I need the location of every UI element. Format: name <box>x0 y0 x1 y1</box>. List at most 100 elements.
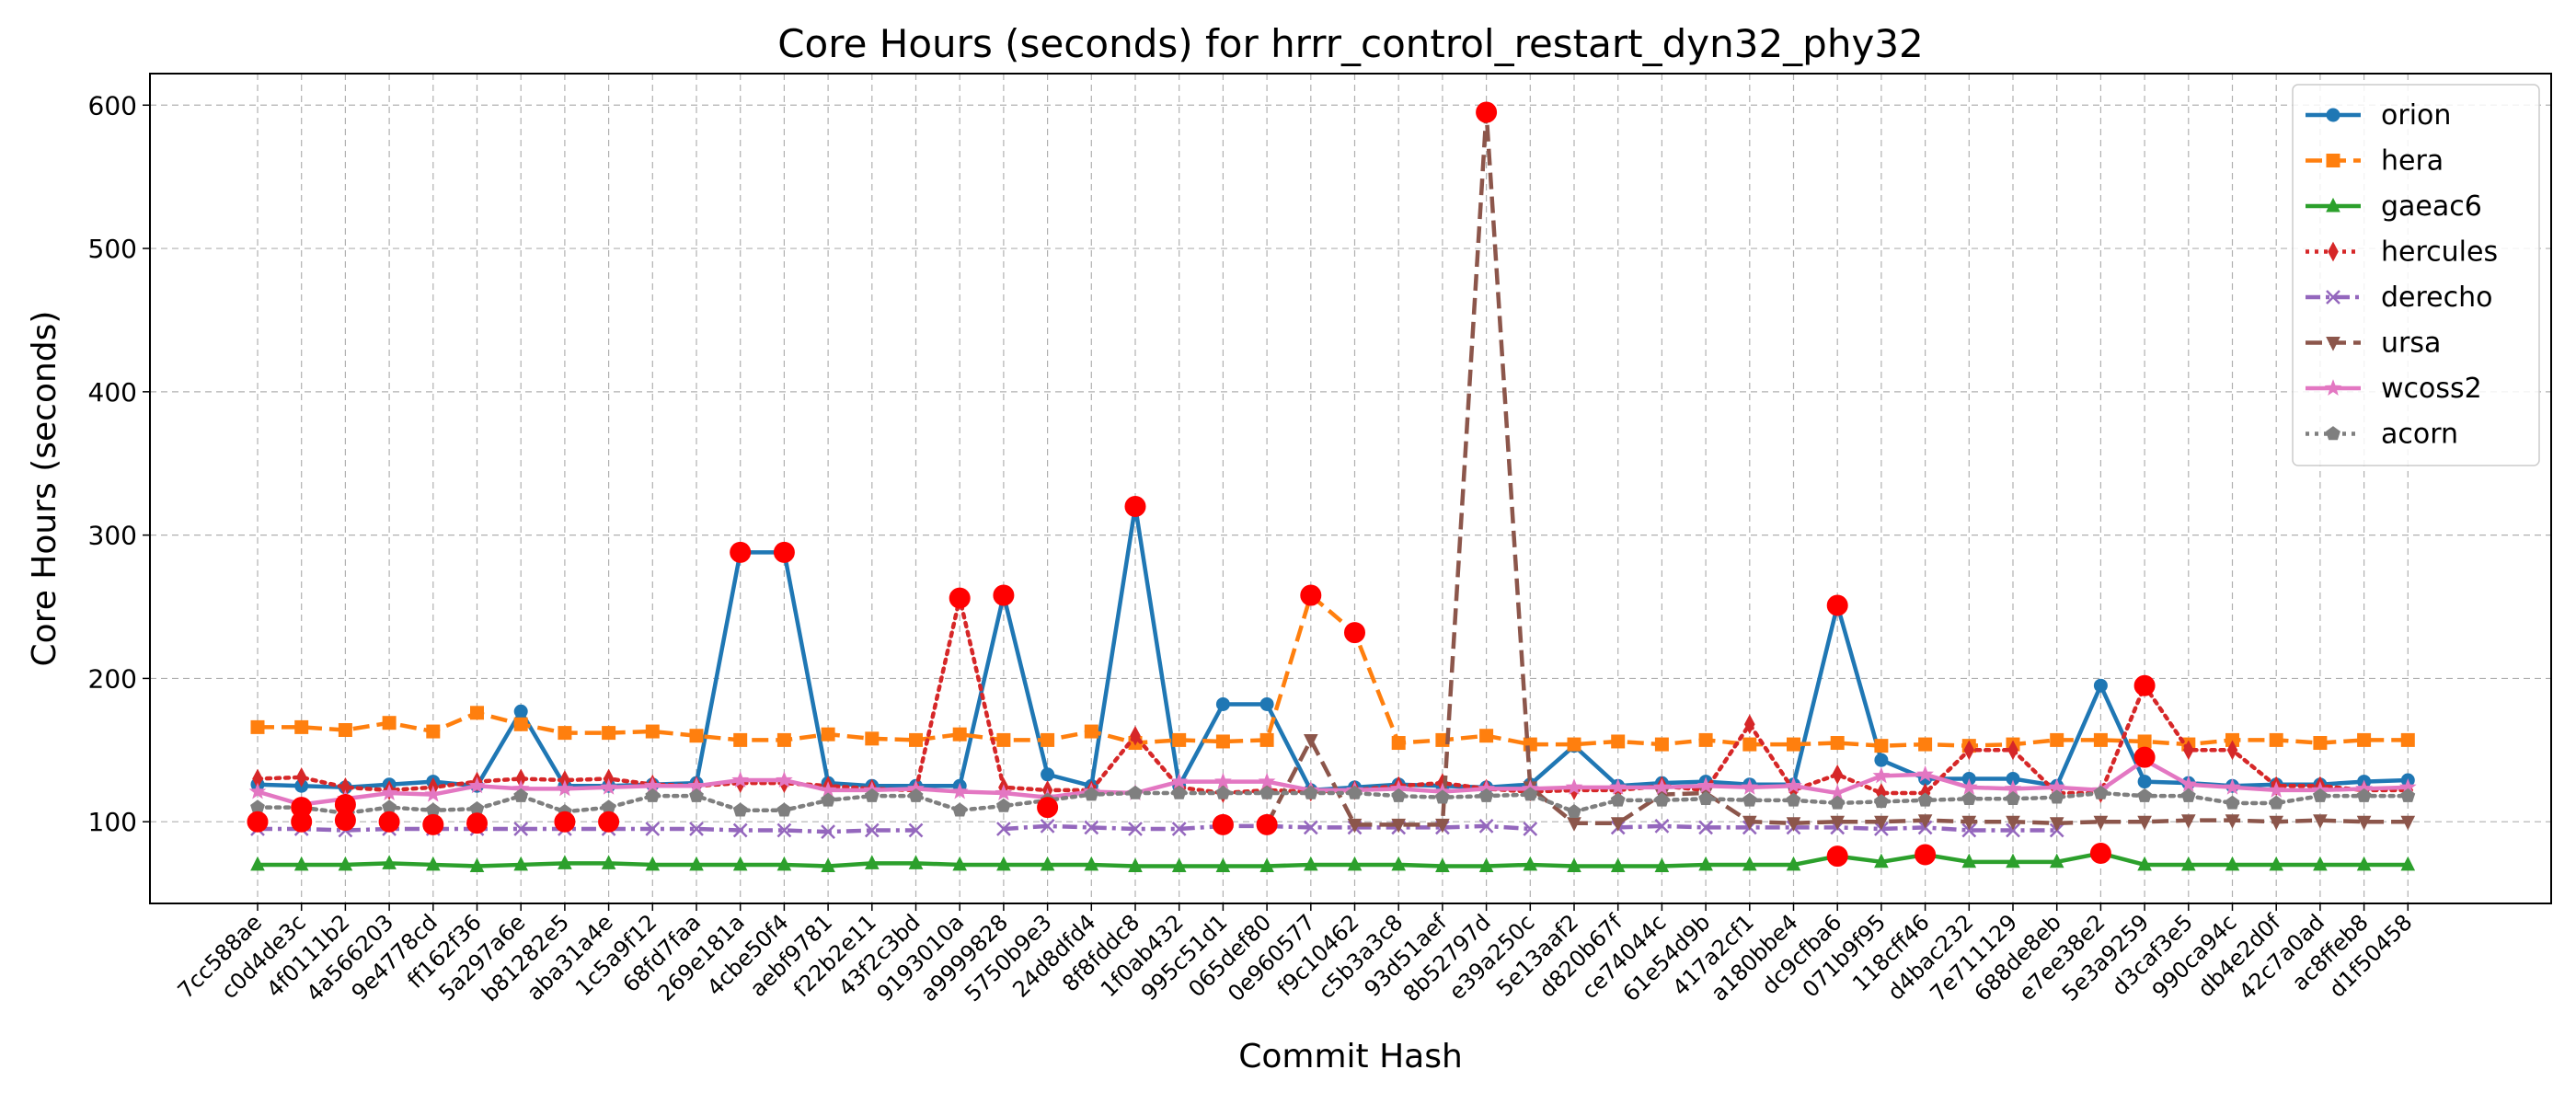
series-line-hera <box>258 592 2409 748</box>
data-point-acorn <box>1128 785 1143 799</box>
data-point-acorn <box>1961 790 1977 806</box>
data-point-orion <box>1041 767 1055 782</box>
data-point-orion <box>1874 753 1889 767</box>
legend-marker <box>2326 197 2340 213</box>
data-point-hera <box>338 722 352 737</box>
legend-entry-ursa: ursa <box>2306 328 2441 360</box>
data-point-derecho <box>1523 822 1538 836</box>
data-point-derecho <box>908 822 924 838</box>
data-point-gaeac6 <box>864 855 880 869</box>
data-point-hera <box>2093 732 2108 747</box>
data-point-wcoss2 <box>1653 777 1671 795</box>
data-point-ursa <box>2049 817 2064 832</box>
highlight-point <box>1476 101 1498 123</box>
highlight-point <box>291 811 313 833</box>
data-point-gaeac6 <box>1391 856 1407 871</box>
y-tick-label: 100 <box>88 807 137 837</box>
data-point-acorn <box>1786 792 1801 807</box>
data-point-hera <box>1874 739 1889 753</box>
y-tick-label: 500 <box>88 234 137 264</box>
highlight-point <box>2133 674 2156 696</box>
data-point-acorn <box>2269 795 2284 810</box>
data-point-hera <box>250 719 265 734</box>
data-point-derecho <box>1128 822 1143 836</box>
data-point-hera <box>294 719 309 734</box>
x-axis-title: Commit Hash <box>1238 1038 1463 1075</box>
data-point-hera <box>645 724 660 739</box>
data-point-acorn <box>1917 792 1933 807</box>
data-point-hera <box>1259 732 1274 747</box>
data-point-hera <box>1567 737 1581 752</box>
data-point-wcoss2 <box>995 784 1013 801</box>
data-point-acorn <box>1303 785 1318 799</box>
data-point-derecho <box>1040 818 1055 834</box>
data-point-ursa <box>2225 814 2240 829</box>
data-point-wcoss2 <box>1258 772 1276 789</box>
data-point-wcoss2 <box>424 785 443 802</box>
data-point-ursa <box>2006 815 2020 831</box>
data-point-gaeac6 <box>821 857 835 872</box>
data-point-gaeac6 <box>1347 856 1363 871</box>
data-point-hera <box>1830 736 1845 751</box>
data-point-gaeac6 <box>2180 856 2196 871</box>
data-point-hera <box>1172 732 1187 747</box>
data-point-gaeac6 <box>250 856 265 871</box>
data-point-acorn <box>1171 785 1187 799</box>
data-point-acorn <box>952 802 968 817</box>
data-point-orion <box>513 704 528 719</box>
highlight-point <box>1344 622 1365 644</box>
data-point-ursa <box>2356 815 2372 831</box>
data-point-acorn <box>1084 787 1099 801</box>
legend-label: ursa <box>2381 328 2441 360</box>
legend-marker <box>2326 108 2340 122</box>
data-point-acorn <box>732 802 748 817</box>
data-point-derecho <box>1698 820 1713 835</box>
y-tick-label: 600 <box>88 90 137 121</box>
data-point-gaeac6 <box>2006 853 2020 868</box>
data-point-hera <box>952 727 967 742</box>
data-point-derecho <box>1654 818 1670 834</box>
series-hercules <box>252 588 2414 803</box>
data-point-hera <box>1479 729 1494 743</box>
series-line-derecho <box>258 826 916 834</box>
legend-entry-derecho: derecho <box>2306 282 2493 314</box>
data-point-hera <box>2137 734 2152 749</box>
data-point-gaeac6 <box>1874 853 1889 868</box>
data-point-gaeac6 <box>382 855 397 869</box>
highlight-point <box>993 584 1015 606</box>
legend-marker <box>2326 290 2340 305</box>
data-point-orion <box>2093 678 2108 693</box>
data-point-ursa <box>1786 817 1801 832</box>
data-point-ursa <box>1391 818 1407 834</box>
data-point-ursa <box>1610 817 1626 832</box>
highlight-point <box>1826 594 1848 616</box>
data-point-ursa <box>1435 818 1450 834</box>
series-wcoss2 <box>248 751 2417 812</box>
legend-marker <box>2324 379 2342 396</box>
data-point-gaeac6 <box>1567 857 1581 872</box>
data-point-acorn <box>1654 792 1670 807</box>
data-point-gaeac6 <box>1040 856 1055 871</box>
data-point-hercules <box>2226 740 2238 761</box>
data-point-derecho <box>996 822 1011 836</box>
highlight-point <box>1915 844 1937 866</box>
data-point-gaeac6 <box>293 856 309 871</box>
data-point-hera <box>909 732 923 747</box>
legend-marker <box>2326 426 2340 441</box>
data-point-wcoss2 <box>731 771 750 788</box>
legend-entry-wcoss2: wcoss2 <box>2306 373 2482 405</box>
data-point-derecho <box>1171 822 1187 836</box>
data-point-gaeac6 <box>513 856 529 871</box>
data-point-wcoss2 <box>248 782 267 799</box>
highlight-point <box>466 812 488 834</box>
data-point-gaeac6 <box>1786 856 1801 871</box>
data-point-hera <box>821 727 835 742</box>
data-point-gaeac6 <box>425 856 441 871</box>
data-point-gaeac6 <box>908 855 924 869</box>
data-point-wcoss2 <box>2179 775 2198 792</box>
highlight-point <box>422 813 444 835</box>
data-point-hercules <box>2182 740 2194 761</box>
data-point-hercules <box>1130 725 1141 746</box>
data-point-gaeac6 <box>1215 857 1231 872</box>
data-point-gaeac6 <box>2269 856 2284 871</box>
